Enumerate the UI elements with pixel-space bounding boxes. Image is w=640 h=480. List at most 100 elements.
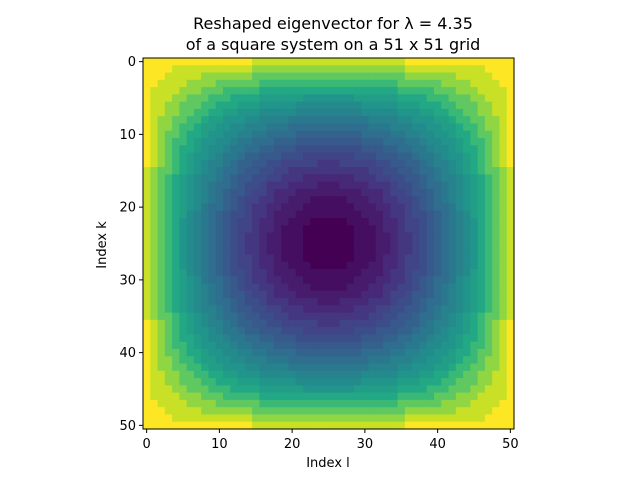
heatmap-cell	[397, 370, 406, 379]
heatmap-cell	[244, 58, 253, 66]
heatmap-cell	[252, 152, 260, 161]
heatmap-cell	[281, 370, 290, 379]
heatmap-cell	[150, 159, 159, 168]
heatmap-cell	[353, 283, 362, 292]
heatmap-cell	[397, 138, 406, 146]
heatmap-cell	[193, 254, 202, 263]
heatmap-cell	[223, 225, 231, 234]
heatmap-cell	[390, 232, 399, 241]
heatmap-cell	[310, 298, 319, 306]
heatmap-cell	[172, 348, 180, 357]
heatmap-cell	[339, 130, 348, 139]
heatmap-cell	[317, 334, 326, 343]
heatmap-cell	[353, 232, 362, 241]
heatmap-cell	[353, 218, 362, 226]
heatmap-cell	[353, 276, 362, 285]
heatmap-cell	[346, 356, 355, 365]
heatmap-cell	[259, 414, 268, 423]
heatmap-cell	[172, 385, 180, 394]
heatmap-cell	[288, 312, 297, 321]
heatmap-cell	[215, 108, 224, 117]
heatmap-cell	[244, 305, 253, 314]
heatmap-cell	[237, 101, 246, 110]
heatmap-cell	[244, 356, 253, 365]
heatmap-cell	[143, 414, 151, 423]
heatmap-cell	[361, 152, 370, 161]
heatmap-cell	[273, 101, 282, 110]
heatmap-cell	[506, 174, 515, 183]
heatmap-cell	[368, 159, 377, 168]
heatmap-cell	[230, 145, 239, 154]
heatmap-cell	[230, 276, 239, 285]
heatmap-cell	[499, 123, 508, 132]
heatmap-cell	[230, 181, 239, 190]
heatmap-cell	[303, 116, 311, 125]
heatmap-cell	[470, 72, 479, 81]
heatmap-cell	[288, 159, 297, 168]
heatmap-cell	[332, 378, 341, 386]
heatmap-cell	[281, 268, 290, 277]
heatmap-cell	[310, 385, 319, 394]
heatmap-cell	[252, 210, 260, 219]
heatmap-cell	[186, 276, 195, 285]
heatmap-cell	[419, 145, 428, 154]
heatmap-cell	[346, 79, 355, 88]
heatmap-cell	[288, 108, 297, 117]
heatmap-cell	[193, 152, 202, 161]
heatmap-cell	[201, 101, 210, 110]
heatmap-cell	[383, 239, 391, 248]
heatmap-cell	[448, 363, 457, 372]
heatmap-cell	[375, 312, 384, 321]
heatmap-cell	[441, 327, 450, 336]
heatmap-cell	[303, 319, 311, 328]
heatmap-cell	[281, 305, 290, 314]
heatmap-cell	[390, 108, 399, 117]
heatmap-cell	[150, 363, 159, 372]
heatmap-cell	[193, 378, 202, 386]
heatmap-cell	[368, 188, 377, 197]
heatmap-cell	[506, 101, 515, 110]
heatmap-cell	[390, 356, 399, 365]
heatmap-cell	[383, 276, 391, 285]
heatmap-cell	[208, 181, 217, 190]
heatmap-cell	[426, 196, 435, 205]
heatmap-cell	[150, 79, 159, 88]
heatmap-cell	[317, 196, 326, 205]
heatmap-cell	[433, 87, 442, 95]
heatmap-cell	[448, 239, 457, 248]
heatmap-cell	[506, 399, 515, 408]
heatmap-cell	[310, 181, 319, 190]
heatmap-cell	[477, 370, 486, 379]
heatmap-cell	[266, 210, 275, 219]
heatmap-cell	[484, 145, 493, 154]
heatmap-cell	[324, 123, 333, 132]
heatmap-cell	[215, 290, 224, 299]
heatmap-cell	[455, 261, 464, 270]
heatmap-cell	[252, 174, 260, 183]
heatmap-cell	[339, 356, 348, 365]
heatmap-cell	[259, 239, 268, 248]
heatmap-cell	[332, 181, 341, 190]
heatmap-cell	[172, 268, 180, 277]
heatmap-cell	[404, 210, 413, 219]
heatmap-cell	[375, 116, 384, 125]
heatmap-cell	[244, 319, 253, 328]
heatmap-cell	[193, 290, 202, 299]
heatmap-cell	[506, 72, 515, 81]
heatmap-cell	[397, 225, 406, 234]
heatmap-cell	[164, 232, 173, 241]
heatmap-cell	[310, 65, 319, 74]
heatmap-cell	[281, 421, 290, 430]
heatmap-cell	[266, 392, 275, 401]
heatmap-cell	[463, 385, 471, 394]
heatmap-cell	[463, 348, 471, 357]
heatmap-cell	[383, 399, 391, 408]
heatmap-cell	[492, 348, 501, 357]
heatmap-cell	[426, 152, 435, 161]
heatmap-cell	[375, 108, 384, 117]
heatmap-cell	[477, 101, 486, 110]
heatmap-cell	[223, 58, 231, 66]
heatmap-cell	[506, 94, 515, 103]
heatmap-cell	[353, 341, 362, 350]
heatmap-cell	[390, 72, 399, 81]
